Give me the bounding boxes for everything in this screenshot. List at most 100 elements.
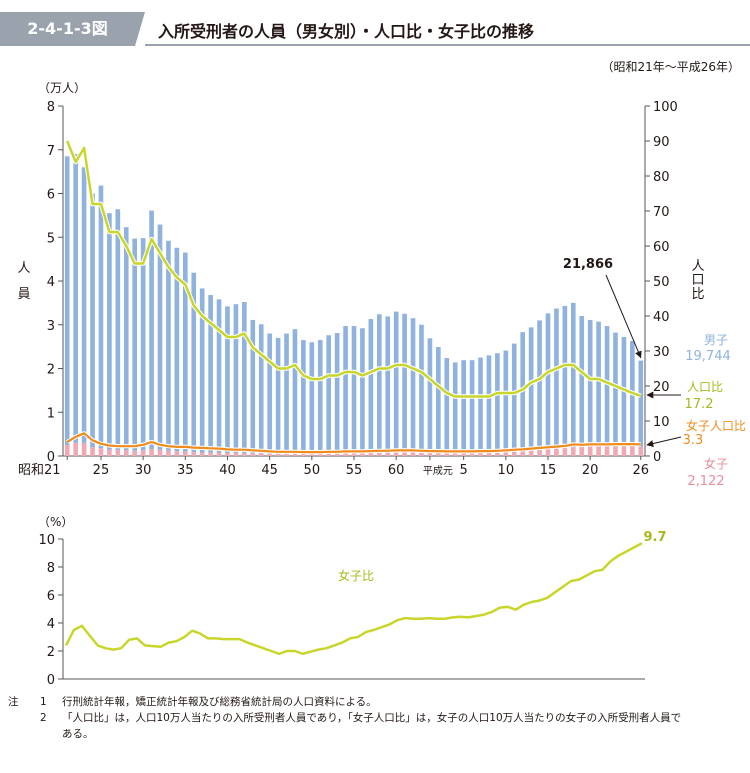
female-bar: [393, 451, 399, 456]
female-bar: [554, 448, 559, 456]
female-bar: [427, 452, 433, 456]
female-bar: [326, 453, 332, 456]
female-bar: [461, 452, 466, 456]
figure-title: 入所受刑者の人員（男女別）・人口比・女子比の推移: [158, 22, 535, 41]
male-bar: [554, 308, 559, 449]
x-tick-label: 20: [582, 463, 599, 478]
bottom-y-tick-label: 0: [47, 673, 55, 688]
male-bar: [90, 193, 95, 448]
male-bar: [495, 353, 500, 452]
female-bar: [267, 453, 272, 456]
female-bar: [596, 446, 601, 456]
right-tick-label: 40: [653, 310, 670, 325]
male-bar: [132, 238, 138, 451]
note-row-3: ある。: [0, 726, 750, 742]
female-bar: [351, 452, 357, 456]
x-tick-label: 昭和21: [18, 463, 61, 478]
female-bar: [545, 449, 551, 456]
male-bar: [98, 185, 104, 449]
female-bar: [284, 453, 289, 456]
male-bar: [528, 327, 534, 450]
right-tick-label: 70: [653, 205, 670, 220]
right-tick-label: 60: [653, 240, 670, 255]
male-bar: [284, 333, 289, 454]
bottom-unit-label: （%）: [38, 515, 73, 529]
female-bar: [216, 452, 222, 456]
total-value-label: 21,866: [563, 257, 613, 272]
male-bar: [461, 360, 466, 453]
female-bar: [98, 448, 104, 456]
female-rate-legend-name: 女子人口比: [686, 418, 746, 433]
male-bar: [81, 167, 87, 443]
female-bar: [132, 450, 138, 456]
female-bar: [73, 442, 78, 456]
male-bar: [478, 357, 483, 452]
female-bar: [301, 453, 306, 456]
bottom-y-tick-label: 4: [47, 617, 55, 632]
female-bar: [402, 451, 407, 456]
right-axis-label-char: 比: [691, 287, 704, 302]
total-arrow: [605, 274, 642, 359]
male-bar: [208, 295, 213, 453]
female-bar: [292, 453, 298, 456]
male-bar: [140, 238, 146, 451]
male-bar: [64, 156, 70, 446]
x-tick-label: 40: [219, 463, 236, 478]
female-bar: [528, 449, 534, 456]
figure-header: 2-4-1-3図 入所受刑者の人員（男女別）・人口比・女子比の推移: [0, 0, 750, 46]
female-bar: [90, 447, 95, 456]
female-ratio-series-label: 女子比: [338, 568, 374, 583]
female-bar: [309, 453, 315, 456]
male-bar: [301, 340, 306, 454]
male-bar: [486, 355, 492, 452]
male-bar: [115, 209, 121, 450]
male-bar: [123, 227, 129, 451]
bottom-y-tick-label: 8: [47, 561, 55, 576]
female-bar: [81, 442, 87, 456]
female-bar: [452, 452, 458, 456]
x-tick-label: 10: [498, 463, 515, 478]
male-bar: [166, 240, 171, 451]
male-bar: [368, 319, 374, 453]
right-tick-label: 90: [653, 135, 670, 150]
female-bar: [149, 449, 154, 456]
female-bar: [511, 450, 517, 456]
rate-line: [66, 140, 642, 398]
male-bar: [199, 288, 205, 453]
male-bar: [638, 360, 644, 447]
female-bar: [486, 451, 492, 456]
left-tick-label: 4: [47, 275, 55, 290]
male-bar: [393, 311, 399, 452]
male-bar: [402, 313, 407, 452]
left-tick-label: 0: [47, 450, 55, 465]
male-bar: [587, 319, 593, 447]
female-bar: [621, 446, 627, 456]
header-rule: [145, 44, 750, 46]
female-bar: [368, 452, 374, 456]
x-tick-label: 26: [633, 463, 650, 478]
male-bar: [579, 316, 585, 448]
male-bar: [343, 326, 348, 453]
male-bar: [613, 332, 618, 447]
figure-number-tip: [135, 12, 145, 46]
male-legend-name: 男子: [704, 333, 728, 347]
female-bar: [478, 451, 483, 456]
male-bar: [469, 360, 475, 453]
male-bar: [604, 326, 610, 447]
rate-legend-value: 17.2: [685, 397, 714, 412]
x-tick-label: 15: [540, 463, 557, 478]
right-axis-label-char: 人: [691, 259, 704, 274]
x-tick-label: 平成元: [423, 465, 453, 477]
female-bar: [317, 453, 323, 456]
male-bar: [452, 362, 458, 453]
right-axis-label-char: 口: [691, 273, 704, 288]
female-bar: [638, 446, 644, 456]
left-tick-label: 3: [47, 319, 55, 334]
male-bar: [225, 306, 230, 453]
male-bar: [250, 319, 256, 454]
female-bar: [343, 452, 348, 456]
male-bar: [351, 326, 357, 453]
female-bar: [376, 452, 382, 456]
male-bar: [570, 302, 576, 448]
